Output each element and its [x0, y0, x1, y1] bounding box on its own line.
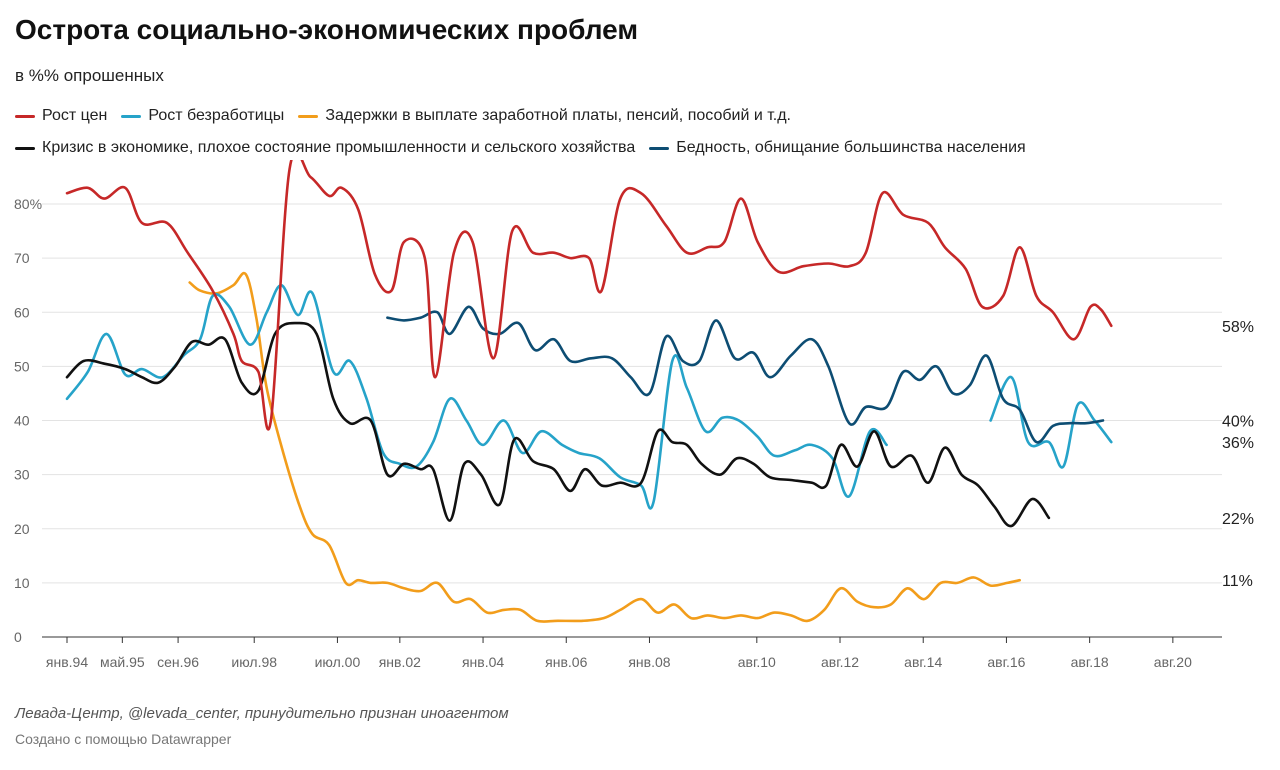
legend-swatch	[121, 114, 142, 118]
x-tick-label: янв.08	[628, 654, 670, 670]
legend-label: Задержки в выплате заработной платы, пен…	[325, 107, 791, 124]
legend-swatch	[649, 146, 670, 150]
x-tick-label: янв.94	[46, 654, 88, 670]
legend-swatch	[298, 114, 319, 118]
chart-title: Острота социально-экономических проблем	[15, 14, 639, 45]
legend-item-economic-crisis: Кризис в экономике, плохое состояние про…	[15, 139, 635, 157]
x-tick-label: авг.16	[987, 654, 1025, 670]
x-tick-label: авг.12	[821, 654, 859, 670]
legend-label: Рост безработицы	[148, 107, 285, 124]
y-tick-label: 40	[14, 413, 30, 429]
legend-item-poverty: Бедность, обнищание большинства населени…	[649, 139, 1026, 157]
x-tick-label: янв.06	[545, 654, 587, 670]
end-label-unemployment: 36%	[1222, 435, 1254, 452]
legend-item-unemployment: Рост безработицы	[121, 107, 284, 125]
y-tick-label: 20	[14, 521, 30, 537]
x-tick-label: янв.02	[379, 654, 421, 670]
series-line-economic-crisis	[65, 321, 1051, 528]
y-tick-label: 30	[14, 467, 30, 483]
legend-item-payment-delays: Задержки в выплате заработной платы, пен…	[298, 107, 791, 125]
series-line-price-growth	[65, 160, 1113, 431]
x-tick-label: июл.00	[315, 654, 361, 670]
end-label-poverty: 40%	[1222, 414, 1254, 431]
legend-item-price-growth: Рост цен	[15, 107, 107, 125]
chart-subtitle: в %% опрошенных	[15, 66, 164, 85]
x-tick-label: май.95	[100, 654, 145, 670]
series-line-unemployment-segment	[989, 375, 1113, 469]
legend-row-1: Рост цен Рост безработицы Задержки в вып…	[15, 107, 805, 125]
x-tick-label: авг.20	[1154, 654, 1192, 670]
x-tick-label: авг.18	[1071, 654, 1109, 670]
x-tick-label: янв.04	[462, 654, 504, 670]
series-line-unemployment	[65, 283, 888, 510]
y-tick-label: 70	[14, 250, 30, 266]
y-tick-label: 10	[14, 575, 30, 591]
series-line-poverty	[386, 305, 1105, 444]
y-tick-label: 80%	[14, 196, 42, 212]
end-label-price-growth: 58%	[1222, 319, 1254, 336]
end-label-payment-delays: 11%	[1222, 573, 1253, 590]
legend-label: Кризис в экономике, плохое состояние про…	[42, 139, 636, 156]
legend-label: Рост цен	[42, 107, 108, 124]
x-tick-label: июл.98	[231, 654, 277, 670]
source-note: Левада-Центр, @levada_center, принудител…	[15, 705, 509, 722]
legend-label: Бедность, обнищание большинства населени…	[676, 139, 1026, 156]
legend-swatch	[15, 114, 35, 118]
line-chart: 0 10 20 30 40 50 60 70 80% янв.94 май.95 сен.96 июл.…	[14, 160, 1254, 670]
end-label-economic-crisis: 22%	[1222, 511, 1254, 528]
y-tick-label: 50	[14, 358, 30, 374]
series-line-payment-delays	[188, 271, 1021, 623]
legend-swatch	[15, 146, 35, 150]
x-tick-label: авг.14	[904, 654, 942, 670]
x-tick-label: сен.96	[157, 654, 199, 670]
y-tick-label: 60	[14, 304, 30, 320]
legend-row-2: Кризис в экономике, плохое состояние про…	[15, 139, 1040, 157]
credit-note: Создано с помощью Datawrapper	[15, 731, 232, 747]
x-tick-label: авг.10	[738, 654, 776, 670]
y-tick-label: 0	[14, 629, 22, 645]
